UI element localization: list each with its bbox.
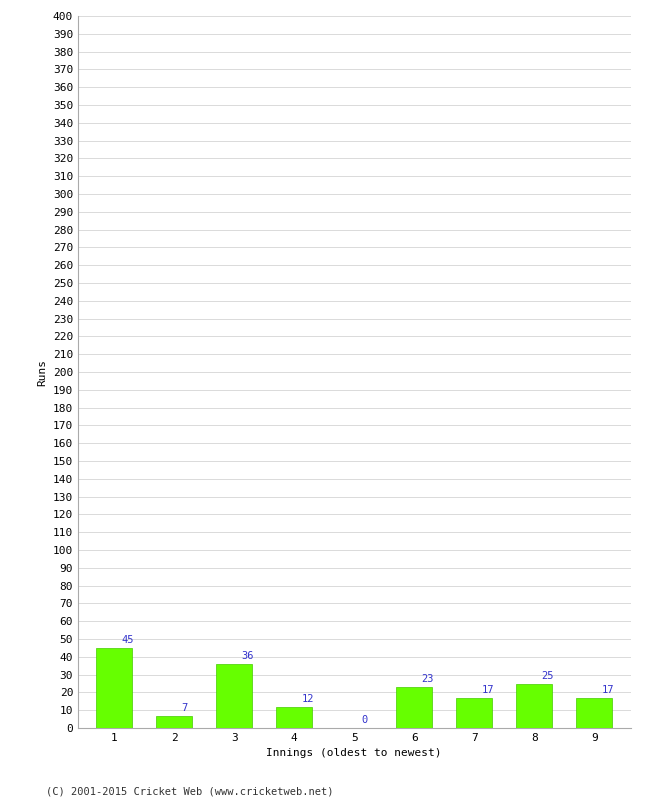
Bar [396, 687, 432, 728]
Text: 23: 23 [421, 674, 434, 684]
Text: 7: 7 [181, 703, 188, 713]
Text: 17: 17 [602, 685, 614, 695]
Bar [577, 698, 612, 728]
Text: 45: 45 [122, 635, 134, 646]
Text: 36: 36 [241, 651, 254, 662]
Bar [96, 648, 132, 728]
Bar [216, 664, 252, 728]
Text: 25: 25 [541, 671, 554, 681]
Bar [516, 683, 552, 728]
Text: 17: 17 [482, 685, 494, 695]
Bar [456, 698, 493, 728]
Text: (C) 2001-2015 Cricket Web (www.cricketweb.net): (C) 2001-2015 Cricket Web (www.cricketwe… [46, 786, 333, 796]
Text: 0: 0 [361, 715, 368, 726]
Y-axis label: Runs: Runs [37, 358, 47, 386]
Text: 12: 12 [302, 694, 314, 704]
X-axis label: Innings (oldest to newest): Innings (oldest to newest) [266, 749, 442, 758]
Bar [276, 706, 312, 728]
Bar [156, 715, 192, 728]
